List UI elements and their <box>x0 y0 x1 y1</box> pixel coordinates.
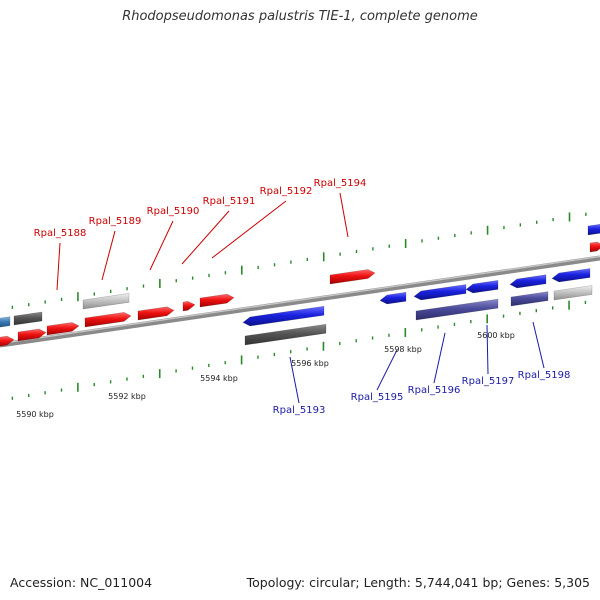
scale-labels: 5590 kbp 5592 kbp 5594 kbp 5596 kbp 5598 kbp… <box>16 331 515 419</box>
reverse-gene-feature <box>551 268 591 283</box>
gene-label-reverse: Rpal_5196 <box>408 385 461 396</box>
reverse-gene-feature <box>465 280 499 294</box>
reverse-gene-feature <box>509 274 547 289</box>
forward-gene-feature <box>46 322 80 336</box>
forward-gene-feature <box>137 306 175 321</box>
gene-label-reverse-leader <box>532 321 545 369</box>
inner-tick-row <box>11 300 587 400</box>
reverse-gene-feature <box>587 223 600 236</box>
reverse-gene-feature <box>413 284 467 301</box>
forward-gene-feature <box>182 300 196 312</box>
dark-reverse-gene-feature <box>510 291 549 307</box>
gene-label-reverse: Rpal_5197 <box>462 376 515 387</box>
gene-label-forward-leader <box>339 192 349 238</box>
scale-label: 5600 kbp <box>477 331 515 340</box>
rna-gene-feature <box>553 285 593 301</box>
map-title: Rhodopseudomonas palustris TIE-1, comple… <box>122 9 478 24</box>
edge-gene-feature <box>0 316 11 328</box>
dark-reverse-gene-feature <box>415 298 499 321</box>
genome-backbone <box>0 255 600 348</box>
reverse-gene-feature <box>242 305 325 327</box>
gene-label-forward-leader <box>181 210 230 265</box>
gene-label-reverse-leader <box>376 349 398 391</box>
gene-label-forward: Rpal_5189 <box>89 216 142 227</box>
accession-text: Accession: NC_011004 <box>10 575 153 590</box>
gene-label-reverse-leader <box>289 356 300 404</box>
scale-label: 5594 kbp <box>200 374 238 383</box>
genome-backbone-highlight <box>0 255 600 345</box>
forward-gene-feature <box>84 312 132 328</box>
gene-label-forward: Rpal_5188 <box>34 228 87 239</box>
reverse-gene-feature <box>379 291 407 305</box>
scale-label: 5596 kbp <box>291 359 329 368</box>
gene-label-forward-leader <box>211 200 287 259</box>
other-gene-feature <box>244 323 327 346</box>
outer-tick-row <box>11 212 587 309</box>
forward-gene-feature <box>589 241 600 253</box>
gene-label-reverse-leader <box>433 332 446 384</box>
forward-gene-feature <box>0 335 15 347</box>
forward-gene-feature <box>329 269 376 285</box>
gene-label-reverse: Rpal_5198 <box>518 370 571 381</box>
scale-label: 5590 kbp <box>16 410 54 419</box>
gene-label-reverse-leader <box>486 324 489 375</box>
gene-label-forward-leader <box>101 230 116 281</box>
forward-gene-feature <box>199 293 235 308</box>
scale-label: 5598 kbp <box>384 345 422 354</box>
other-gene-feature <box>13 311 43 326</box>
genome-summary-text: Topology: circular; Length: 5,744,041 bp… <box>246 575 590 590</box>
gene-label-forward: Rpal_5191 <box>203 196 256 207</box>
gene-label-forward: Rpal_5192 <box>260 186 313 197</box>
gene-features <box>0 223 600 347</box>
gene-label-forward: Rpal_5190 <box>147 206 200 217</box>
gene-label-reverse: Rpal_5195 <box>351 392 404 403</box>
gene-label-forward-leader <box>56 242 61 291</box>
gene-label-reverse: Rpal_5193 <box>273 405 326 416</box>
gene-label-forward: Rpal_5194 <box>314 178 367 189</box>
rna-gene-feature <box>82 292 130 310</box>
scale-label: 5592 kbp <box>108 392 146 401</box>
gene-label-forward-leader <box>149 220 174 271</box>
forward-gene-feature <box>17 328 47 342</box>
